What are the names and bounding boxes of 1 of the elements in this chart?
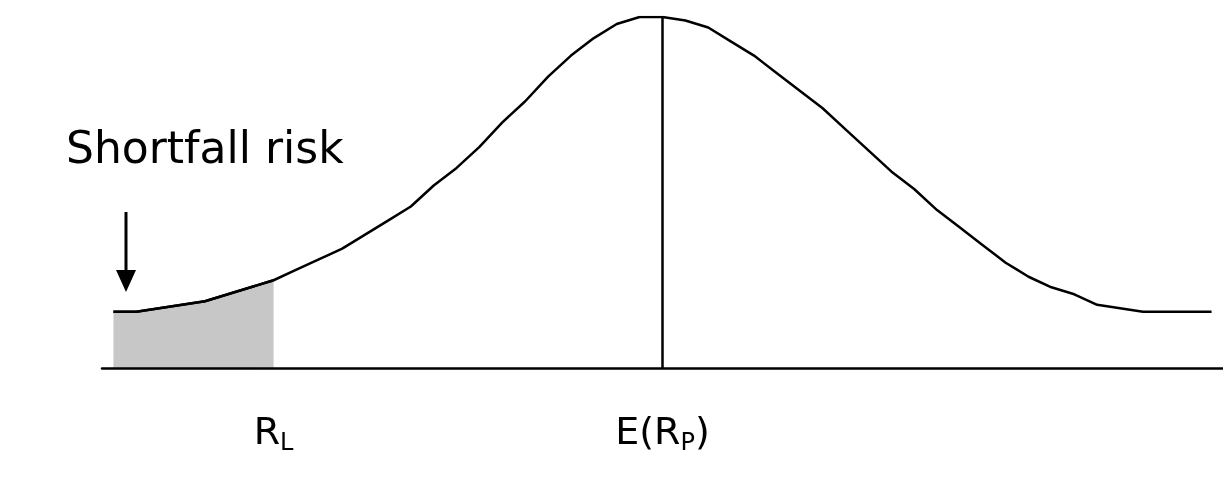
annotation: Shortfall risk: [66, 121, 345, 175]
